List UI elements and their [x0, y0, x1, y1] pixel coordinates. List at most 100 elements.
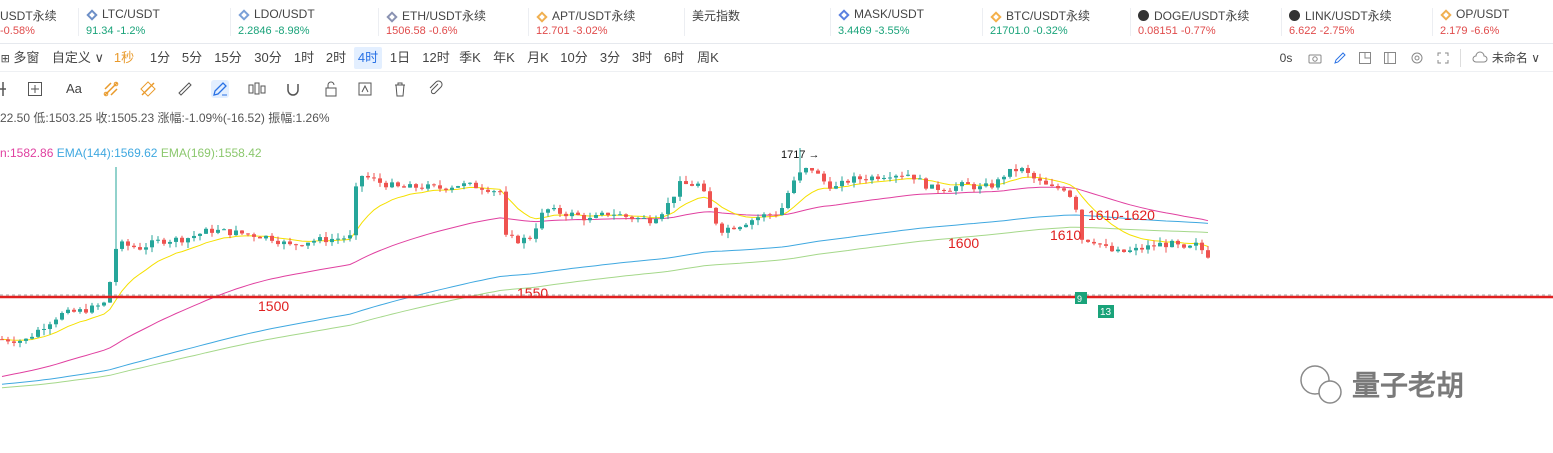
crosshair-icon[interactable]: [0, 80, 6, 98]
interval-tab-12[interactable]: 月K: [527, 50, 549, 65]
candle-body: [858, 176, 862, 180]
ema-mid-value: n:1582.86: [0, 146, 54, 160]
candle-icon[interactable]: [246, 80, 268, 98]
candle-body: [954, 186, 958, 191]
layout-button[interactable]: ⊞ 多窗: [0, 50, 40, 65]
candle-body: [102, 302, 106, 306]
candle-body: [690, 184, 694, 186]
ticker-strip: USDT永续 -0.58% LTC/USDT 91.34 -1.2% LDO/USDT 2…: [0, 0, 1553, 44]
interval-tab-0[interactable]: 1秒: [113, 50, 135, 65]
interval-tab-6[interactable]: 2时: [325, 50, 347, 65]
candle-body: [1104, 244, 1108, 246]
ticker-price: 1506.58 -0.6%: [386, 25, 458, 37]
interval-tab-17[interactable]: 周K: [697, 50, 719, 65]
candle-body: [588, 217, 592, 221]
delete-icon[interactable]: [391, 80, 409, 98]
lock-icon[interactable]: [322, 80, 340, 98]
candle-body: [768, 214, 772, 216]
candle-body: [144, 247, 148, 250]
candle-body: [192, 235, 196, 239]
candlestick-chart[interactable]: 1717 → 1500 1550 1600 1610 1610-1620 9 13 量子老胡: [0, 104, 1553, 453]
candle-body: [324, 237, 328, 243]
candle-body: [834, 186, 838, 189]
candle-body: [288, 241, 292, 245]
interval-tab-1[interactable]: 1分: [149, 50, 171, 65]
text-tool-icon[interactable]: Aa: [66, 81, 82, 96]
interval-tab-7[interactable]: 4时: [354, 47, 382, 69]
ticker-name: ETH/USDT永续: [386, 7, 486, 24]
candle-body: [174, 237, 178, 242]
interval-tab-8[interactable]: 1日: [389, 50, 411, 65]
candle-body: [978, 186, 982, 190]
candle-body: [930, 184, 934, 189]
candle-body: [468, 182, 472, 184]
ticker-name: OP/USDT: [1440, 7, 1509, 21]
candle-body: [678, 181, 682, 197]
ticker-price: 3.4469 -3.55%: [838, 25, 910, 37]
interval-tab-4[interactable]: 30分: [254, 50, 282, 65]
eth-icon: [386, 11, 398, 23]
interval-tab-16[interactable]: 6时: [663, 50, 685, 65]
candle-body: [306, 242, 310, 246]
candle-body: [270, 235, 274, 241]
candle-body: [1122, 249, 1126, 252]
candle-body: [852, 176, 856, 183]
pencil-icon[interactable]: [211, 80, 229, 98]
candle-body: [996, 179, 1000, 188]
interval-tab-10[interactable]: 季K: [459, 50, 481, 65]
zoom-in-icon[interactable]: [26, 80, 44, 98]
interval-tab-11[interactable]: 年K: [493, 50, 515, 65]
candle-body: [444, 188, 448, 190]
fullscreen-icon[interactable]: [1436, 51, 1450, 65]
interval-tab-9[interactable]: 12时: [422, 50, 450, 65]
candle-body: [1176, 240, 1180, 245]
ticker-name: MASK/USDT: [838, 7, 924, 21]
cloud-icon[interactable]: [1472, 51, 1488, 65]
candle-body: [1098, 243, 1102, 245]
link-clip-icon[interactable]: [427, 80, 445, 98]
interval-tab-14[interactable]: 3分: [599, 50, 621, 65]
candle-body: [720, 223, 724, 233]
magnet-icon[interactable]: [284, 80, 302, 98]
ltc-icon: [86, 9, 98, 21]
pattern-icon[interactable]: [102, 80, 120, 98]
candle-body: [786, 193, 790, 209]
candle-body: [744, 224, 748, 228]
candle-body: [708, 191, 712, 208]
candle-body: [924, 178, 928, 189]
candle-body: [1146, 245, 1150, 250]
candle-body: [78, 309, 82, 312]
candle-body: [492, 191, 496, 193]
candle-body: [300, 245, 304, 247]
candle-body: [210, 228, 214, 233]
ticker-name: 美元指数: [692, 9, 741, 23]
ticker-name: USDT永续: [0, 9, 57, 23]
custom-dropdown[interactable]: 自定义 ∨: [51, 50, 105, 65]
ticker-name: LTC/USDT: [86, 7, 160, 21]
candle-body: [1062, 188, 1066, 191]
wechat-icon: [1300, 365, 1330, 395]
measure-icon[interactable]: [176, 80, 194, 98]
camera-icon[interactable]: [1308, 51, 1322, 65]
candle-body: [354, 186, 358, 236]
candle-body: [882, 177, 886, 179]
visibility-icon[interactable]: [356, 80, 374, 98]
settings-icon[interactable]: [1410, 51, 1424, 65]
interval-tab-15[interactable]: 3时: [631, 50, 653, 65]
ema169-value: EMA(169):1558.42: [160, 146, 262, 160]
interval-tab-5[interactable]: 1时: [293, 50, 315, 65]
workspace-dropdown[interactable]: 未命名 ∨: [1491, 51, 1541, 65]
pen-icon[interactable]: [1333, 51, 1347, 65]
window-icon[interactable]: [1358, 51, 1372, 65]
candle-body: [738, 227, 742, 230]
layout-icon[interactable]: [1383, 51, 1397, 65]
interval-tab-13[interactable]: 10分: [560, 50, 588, 65]
candle-body: [582, 214, 586, 221]
timer-label[interactable]: 0s: [1279, 51, 1293, 65]
candle-body: [966, 182, 970, 185]
fib-icon[interactable]: [139, 80, 157, 98]
candle-body: [870, 176, 874, 181]
interval-tab-3[interactable]: 15分: [214, 50, 242, 65]
candle-body: [702, 183, 706, 192]
interval-tab-2[interactable]: 5分: [181, 50, 203, 65]
